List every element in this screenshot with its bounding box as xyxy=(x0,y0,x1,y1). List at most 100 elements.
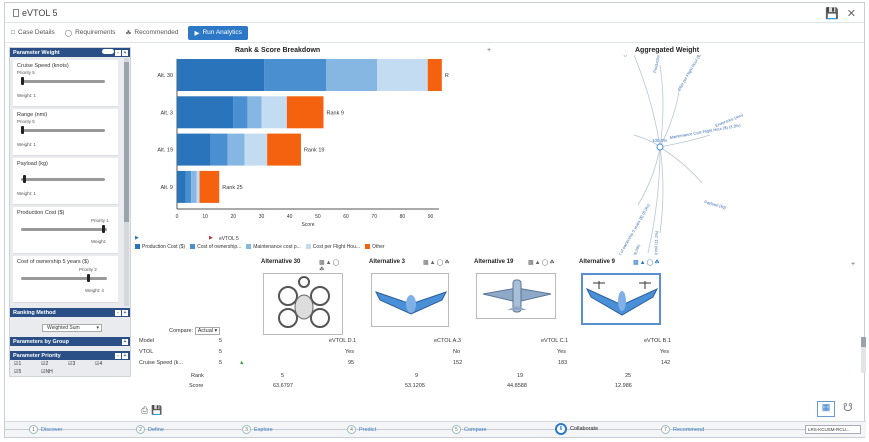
legend-item[interactable]: Other xyxy=(365,244,385,250)
app-window: eVTOL 5 💾 ✕ □ Case Details ◯ Requirements … xyxy=(4,2,866,438)
slider-knob[interactable] xyxy=(87,274,90,282)
up-arrow-icon: ▲ xyxy=(239,360,245,366)
title-bar: eVTOL 5 💾 ✕ xyxy=(5,3,864,23)
alternative-card[interactable]: Alternative 9 ▩▲◯☘ xyxy=(579,259,663,325)
collapse-button[interactable]: - xyxy=(115,50,121,56)
weight-label: Cost of ownership 5 years ($) (8.0%) xyxy=(614,202,651,255)
bar-segment xyxy=(264,59,327,91)
expand-button[interactable]: + xyxy=(122,50,128,56)
step-collaborate[interactable]: 6 Collaborate xyxy=(555,423,598,435)
slider-knob[interactable] xyxy=(21,126,24,134)
bar-segment xyxy=(196,170,200,203)
legend-item[interactable]: Cost per Flight Hou... xyxy=(305,244,360,250)
bar-segment xyxy=(177,133,211,166)
tab-bar: □ Case Details ◯ Requirements ☘ Recommended… xyxy=(5,23,864,43)
priority-checkbox[interactable]: ☑4 xyxy=(95,361,103,367)
slider-knob[interactable] xyxy=(21,77,24,85)
slider-knob[interactable] xyxy=(102,225,105,233)
table-row: Cruise Speed (k... 5 ▲ 95 152 183 142 xyxy=(139,360,671,366)
alternative-card[interactable]: Alternative 3 ▩▲◯☘ xyxy=(369,259,453,327)
step-discover[interactable]: 1 Discover xyxy=(29,425,62,434)
legend-label: Maintenance cost p... xyxy=(253,244,301,250)
collapse-button[interactable]: - xyxy=(115,309,121,316)
legend-swatch xyxy=(305,244,311,250)
x-tick-label: 90 xyxy=(428,214,434,220)
category-label: Alt. 30 xyxy=(157,73,173,79)
tab-run-analytics[interactable]: ▶ Run Analytics xyxy=(188,25,248,40)
legend-swatch xyxy=(190,244,196,250)
save-icon[interactable]: 💾 xyxy=(825,8,839,20)
slider-card: Cruise Speed (knots) Priority 5 Weight: … xyxy=(13,60,118,107)
expand-button[interactable]: + xyxy=(122,309,128,316)
cart-icon[interactable]: ☋ xyxy=(843,402,853,414)
slider-knob[interactable] xyxy=(23,175,26,183)
bar-segment xyxy=(427,59,442,91)
compare-select[interactable]: Actual ▾ xyxy=(194,327,221,335)
alternative-card[interactable]: Alternative 19 ▩▲◯☘ xyxy=(474,259,558,319)
step-compare[interactable]: 5 Compare xyxy=(452,425,487,434)
bar-segment xyxy=(177,59,265,91)
expand-alternatives-icon[interactable]: + xyxy=(851,261,856,268)
step-explore[interactable]: 3 Explore xyxy=(242,425,273,434)
legend-item[interactable]: Production Cost ($) xyxy=(135,244,185,250)
slider-track[interactable] xyxy=(21,178,105,181)
x-tick-label: 0 xyxy=(176,214,179,220)
toggle-switch[interactable] xyxy=(102,49,114,54)
collapse-button[interactable]: - xyxy=(115,352,121,359)
bar-segment xyxy=(261,96,287,129)
chart-view-icon[interactable]: ▦ xyxy=(817,401,835,417)
tab-case-details[interactable]: □ Case Details xyxy=(11,29,55,36)
slider-track[interactable] xyxy=(21,277,107,280)
expand-chart-icon[interactable]: + xyxy=(487,47,492,54)
expand-button[interactable]: + xyxy=(122,352,128,359)
legend-item[interactable]: Maintenance cost p... xyxy=(246,244,301,250)
card-actions-icons[interactable]: ▩▲◯☘ xyxy=(528,260,556,266)
slider-track[interactable] xyxy=(21,129,105,132)
x-tick-label: 70 xyxy=(371,214,377,220)
chevron-down-icon: ▾ xyxy=(96,325,99,331)
vehicle-image xyxy=(263,273,343,335)
parameter-weight-header: Parameter Weight - + xyxy=(10,48,130,57)
table-scrollbar[interactable] xyxy=(861,337,866,373)
card-actions-icons[interactable]: ▩▲◯☘ xyxy=(319,260,341,273)
table-row: VTOL 5 Yes No Yes Yes xyxy=(139,349,669,355)
rank-label: Rank 9 xyxy=(326,110,343,116)
rank-chart-title: Rank & Score Breakdown xyxy=(235,47,321,54)
slider-track[interactable] xyxy=(21,228,107,231)
priority-checkbox[interactable]: ☑1 xyxy=(14,361,22,367)
step-define[interactable]: 2 Define xyxy=(136,425,164,434)
priority-checkbox[interactable]: ☑NH xyxy=(41,369,53,375)
export-icons[interactable]: ⎙💾 xyxy=(141,405,165,416)
left-panel: Parameter Weight - + Cruise Speed (knots)… xyxy=(9,47,131,377)
bar-segment xyxy=(185,170,192,203)
legend-item[interactable]: Cost of ownership... xyxy=(190,244,241,250)
slider-card: Cost of ownership 5 years ($) Priority 2… xyxy=(13,256,118,303)
comparison-table: Model 5 eVTOL D.1 eCTOL A.3 eVTOL C.1 eV… xyxy=(139,337,866,377)
legend-swatch xyxy=(135,244,140,250)
priority-checkbox[interactable]: ☑2 xyxy=(41,361,49,367)
x-tick-label: 50 xyxy=(315,214,321,220)
slider-card: Production Cost ($) Priority 1 Weight: xyxy=(13,207,118,254)
priority-checkbox[interactable]: ☑3 xyxy=(68,361,76,367)
step-predict[interactable]: 4 Predict xyxy=(347,425,376,434)
x-tick-label: 60 xyxy=(343,214,349,220)
category-label: Alt. 3 xyxy=(160,110,173,116)
ranking-method-select[interactable]: Weighted Sum ▾ xyxy=(42,324,102,332)
print-icon[interactable]: ⎙ xyxy=(141,405,152,415)
target-icon: ◯ xyxy=(64,29,73,37)
legend-label: Other xyxy=(372,244,385,250)
tab-recommended[interactable]: ☘ Recommended xyxy=(125,29,179,37)
weight-label: Cost per Flight Hour ($) (11.1%) xyxy=(677,55,710,92)
expand-button[interactable]: + xyxy=(122,338,128,345)
drone-illustration xyxy=(278,276,330,328)
slider-track[interactable] xyxy=(21,80,105,83)
tab-requirements[interactable]: ◯ Requirements xyxy=(64,29,116,37)
card-actions-icons[interactable]: ▩▲◯☘ xyxy=(633,260,661,266)
close-icon[interactable]: ✕ xyxy=(846,8,856,20)
card-actions-icons[interactable]: ▩▲◯☘ xyxy=(423,260,451,266)
step-recommend[interactable]: 7 Recommend xyxy=(661,425,704,434)
priority-checkbox[interactable]: ☑5 xyxy=(14,369,22,375)
save-icon[interactable]: 💾 xyxy=(151,405,166,415)
alternative-card[interactable]: Alternative 30 ▩▲◯☘ xyxy=(261,259,345,335)
scrollbar[interactable] xyxy=(124,58,129,306)
